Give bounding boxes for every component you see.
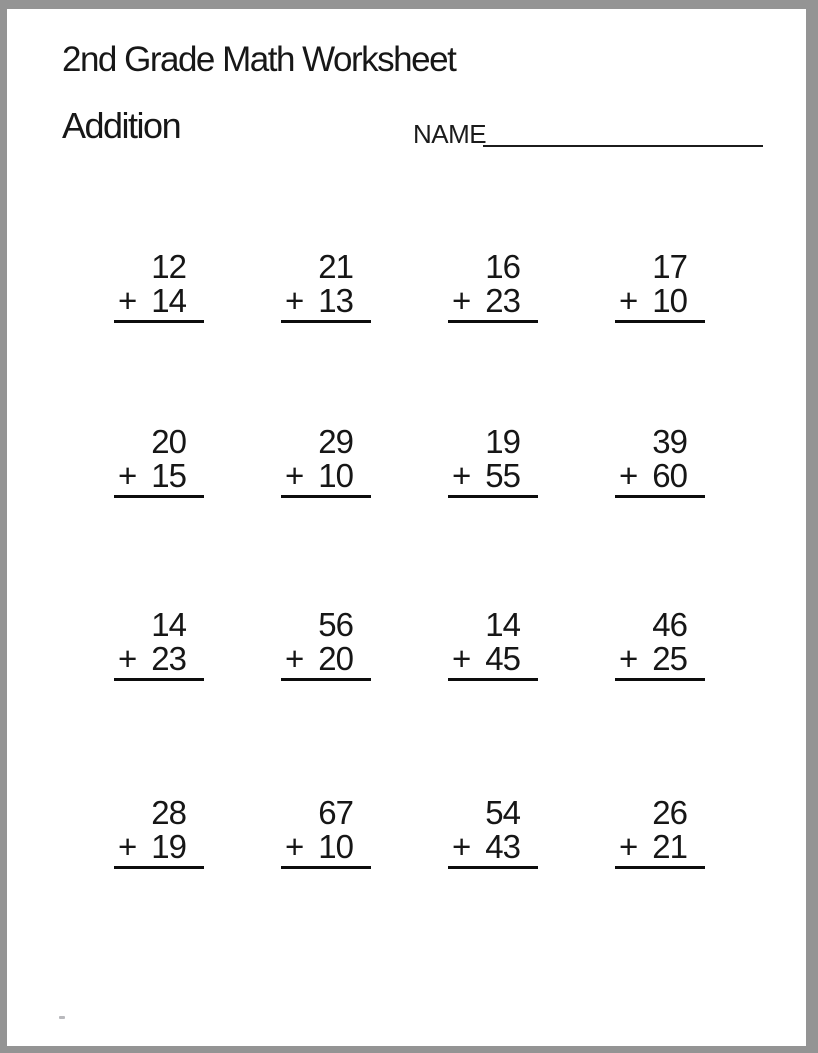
addend-top: 17 [652,248,688,285]
plus-operator: + [118,640,137,677]
answer-line [448,866,538,869]
plus-operator: + [285,828,304,865]
addend-bottom: 43 [485,828,521,865]
answer-line [448,678,538,681]
addition-problem: 17 + 10 [615,250,705,323]
addend-bottom: 13 [318,282,354,319]
plus-operator: + [452,282,471,319]
answer-line [448,495,538,498]
problem-row-1: 12 + 14 21 + 13 16 + 23 17 [114,250,705,323]
addition-problem: 26 + 21 [615,796,705,869]
addend-top: 12 [151,248,187,285]
problem-row-3: 14 + 23 56 + 20 14 + 45 46 [114,608,705,681]
problem-row-2: 20 + 15 29 + 10 19 + 55 39 [114,425,705,498]
addend-bottom: 23 [485,282,521,319]
addend-top: 67 [318,794,354,831]
addition-problem: 16 + 23 [448,250,538,323]
addend-top: 14 [151,606,187,643]
addend-bottom: 21 [652,828,688,865]
answer-line [281,495,371,498]
addition-problem: 14 + 45 [448,608,538,681]
answer-line [615,495,705,498]
name-label: NAME [413,119,487,149]
plus-operator: + [619,640,638,677]
worksheet-page: 2nd Grade Math Worksheet Addition NAME 1… [7,9,806,1046]
answer-line [114,495,204,498]
plus-operator: + [452,640,471,677]
addend-bottom: 10 [318,828,354,865]
addend-top: 16 [485,248,521,285]
addend-top: 39 [652,423,688,460]
plus-operator: + [452,828,471,865]
answer-line [281,678,371,681]
addend-bottom: 55 [485,457,521,494]
addition-problem: 12 + 14 [114,250,204,323]
addend-bottom: 25 [652,640,688,677]
plus-operator: + [619,457,638,494]
addend-bottom: 10 [318,457,354,494]
answer-line [615,320,705,323]
answer-line [114,866,204,869]
addition-problem: 14 + 23 [114,608,204,681]
scan-artifact [59,1016,65,1019]
addend-top: 26 [652,794,688,831]
addend-top: 21 [318,248,354,285]
addition-problem: 67 + 10 [281,796,371,869]
addition-problem: 56 + 20 [281,608,371,681]
addition-problem: 54 + 43 [448,796,538,869]
plus-operator: + [285,640,304,677]
addition-problem: 20 + 15 [114,425,204,498]
addition-problem: 19 + 55 [448,425,538,498]
plus-operator: + [285,457,304,494]
addend-top: 54 [485,794,521,831]
addend-bottom: 60 [652,457,688,494]
addition-problem: 28 + 19 [114,796,204,869]
addend-bottom: 14 [151,282,187,319]
plus-operator: + [118,282,137,319]
addend-bottom: 10 [652,282,688,319]
addend-bottom: 20 [318,640,354,677]
plus-operator: + [118,828,137,865]
addend-bottom: 23 [151,640,187,677]
answer-line [281,866,371,869]
addend-top: 19 [485,423,521,460]
plus-operator: + [619,282,638,319]
addend-top: 20 [151,423,187,460]
addition-problem: 21 + 13 [281,250,371,323]
addend-top: 29 [318,423,354,460]
answer-line [114,320,204,323]
addend-bottom: 15 [151,457,187,494]
answer-line [281,320,371,323]
addition-problem: 39 + 60 [615,425,705,498]
name-blank-line [483,145,763,147]
answer-line [114,678,204,681]
addend-top: 46 [652,606,688,643]
problem-row-4: 28 + 19 67 + 10 54 + 43 26 [114,796,705,869]
answer-line [448,320,538,323]
answer-line [615,678,705,681]
answer-line [615,866,705,869]
addition-problem: 46 + 25 [615,608,705,681]
plus-operator: + [452,457,471,494]
addend-bottom: 19 [151,828,187,865]
plus-operator: + [118,457,137,494]
worksheet-subtitle: Addition [62,105,182,146]
addend-top: 14 [485,606,521,643]
worksheet-title: 2nd Grade Math Worksheet [62,40,457,79]
addend-top: 28 [151,794,187,831]
plus-operator: + [619,828,638,865]
addend-top: 56 [318,606,354,643]
addition-problem: 29 + 10 [281,425,371,498]
plus-operator: + [285,282,304,319]
addend-bottom: 45 [485,640,521,677]
